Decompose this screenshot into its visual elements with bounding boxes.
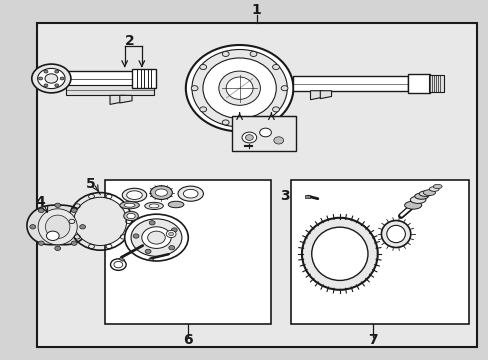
Text: 3: 3: [279, 189, 289, 203]
Circle shape: [281, 86, 287, 91]
Polygon shape: [110, 95, 124, 104]
Bar: [290, 180, 468, 324]
Bar: [305, 195, 309, 198]
Circle shape: [168, 232, 173, 236]
Ellipse shape: [225, 77, 253, 99]
Circle shape: [44, 70, 48, 73]
Circle shape: [222, 120, 229, 125]
Ellipse shape: [409, 196, 425, 203]
Bar: [44, 71, 149, 86]
Ellipse shape: [178, 186, 203, 201]
Ellipse shape: [414, 193, 427, 199]
Ellipse shape: [149, 204, 159, 208]
Ellipse shape: [120, 202, 139, 209]
Bar: [105, 180, 271, 324]
Bar: [148, 258, 153, 261]
Circle shape: [142, 227, 171, 248]
Circle shape: [145, 249, 151, 253]
Ellipse shape: [404, 201, 421, 209]
Text: 4: 4: [35, 195, 45, 208]
Circle shape: [147, 231, 165, 244]
Circle shape: [168, 246, 174, 250]
Bar: [428, 75, 443, 92]
Ellipse shape: [203, 58, 276, 118]
Circle shape: [80, 225, 85, 229]
Ellipse shape: [144, 202, 163, 210]
Circle shape: [272, 64, 279, 69]
Ellipse shape: [168, 201, 183, 208]
Ellipse shape: [126, 191, 142, 199]
Circle shape: [245, 135, 253, 140]
Circle shape: [32, 64, 71, 93]
Circle shape: [242, 132, 256, 143]
Circle shape: [200, 64, 206, 69]
Circle shape: [46, 231, 59, 240]
Polygon shape: [310, 91, 322, 100]
Bar: [132, 69, 156, 88]
Ellipse shape: [418, 191, 431, 197]
Ellipse shape: [45, 215, 70, 239]
Ellipse shape: [191, 50, 287, 127]
Text: 1: 1: [251, 3, 261, 17]
Circle shape: [131, 219, 182, 256]
Circle shape: [124, 214, 188, 261]
Circle shape: [200, 107, 206, 112]
Circle shape: [55, 70, 59, 73]
Ellipse shape: [302, 218, 377, 290]
Ellipse shape: [155, 189, 167, 196]
Circle shape: [133, 234, 139, 238]
Ellipse shape: [432, 184, 441, 189]
Circle shape: [44, 84, 48, 87]
Ellipse shape: [428, 187, 438, 192]
Ellipse shape: [38, 209, 77, 245]
Ellipse shape: [218, 71, 260, 105]
Circle shape: [249, 120, 256, 125]
Text: 6: 6: [183, 333, 193, 347]
Ellipse shape: [124, 203, 135, 207]
Bar: [407, 74, 429, 93]
Circle shape: [55, 84, 59, 87]
Bar: [119, 257, 124, 261]
Ellipse shape: [150, 186, 172, 199]
Text: 7: 7: [367, 333, 377, 347]
Ellipse shape: [74, 197, 126, 246]
Circle shape: [191, 86, 198, 91]
Text: 2: 2: [124, 35, 134, 48]
Circle shape: [38, 241, 44, 246]
Circle shape: [272, 107, 279, 112]
Ellipse shape: [127, 213, 135, 219]
Circle shape: [71, 208, 77, 212]
Circle shape: [273, 137, 283, 144]
Bar: [293, 76, 407, 91]
Circle shape: [30, 225, 36, 229]
Bar: [232, 116, 295, 151]
Circle shape: [38, 68, 65, 89]
Circle shape: [55, 203, 61, 207]
Circle shape: [249, 51, 256, 57]
Polygon shape: [320, 91, 331, 99]
Ellipse shape: [122, 188, 146, 202]
Polygon shape: [27, 205, 88, 245]
Ellipse shape: [311, 227, 367, 280]
Text: 5: 5: [85, 177, 95, 190]
Ellipse shape: [183, 189, 198, 198]
Circle shape: [149, 221, 155, 225]
Circle shape: [166, 230, 176, 238]
Circle shape: [222, 51, 229, 57]
Ellipse shape: [386, 225, 405, 243]
Ellipse shape: [381, 220, 410, 248]
Ellipse shape: [185, 45, 293, 131]
Circle shape: [60, 77, 64, 80]
Circle shape: [55, 246, 61, 251]
Circle shape: [171, 228, 177, 232]
Circle shape: [45, 74, 58, 83]
Polygon shape: [120, 95, 132, 103]
Ellipse shape: [123, 211, 138, 221]
Circle shape: [38, 208, 44, 212]
Circle shape: [71, 241, 77, 246]
Bar: [66, 85, 154, 95]
Circle shape: [39, 77, 42, 80]
Ellipse shape: [422, 190, 434, 195]
Circle shape: [259, 128, 271, 137]
